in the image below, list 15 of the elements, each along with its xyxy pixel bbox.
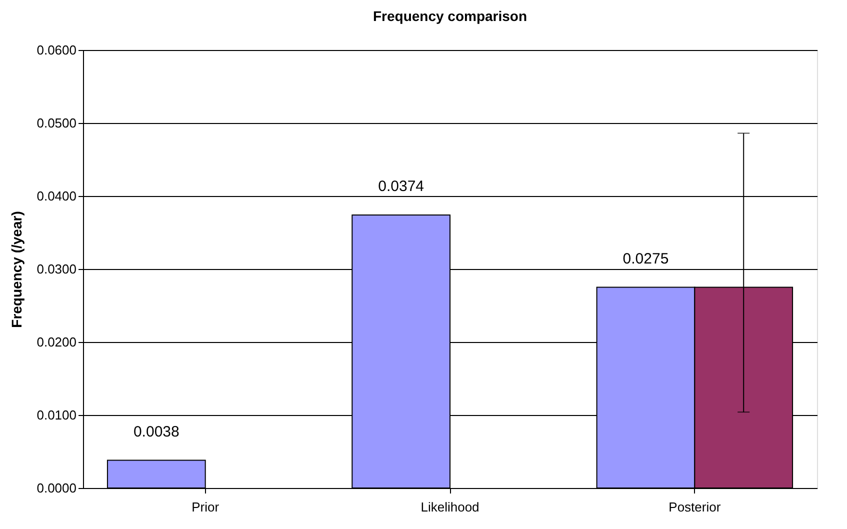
y-tick-label: 0.0500 — [36, 116, 76, 130]
y-tick-label: 0.0300 — [36, 262, 76, 276]
y-axis-title: Frequency (/year) — [8, 211, 25, 328]
y-tick-label: 0.0100 — [36, 408, 76, 422]
y-tick-label: 0.0400 — [36, 188, 76, 204]
data-label: 0.0275 — [622, 250, 669, 268]
chart-title: Frequency comparison — [372, 8, 528, 24]
y-tick-label: 0.0600 — [36, 42, 76, 58]
y-tick-label: 0.0200 — [36, 334, 76, 350]
data-label: 0.0038 — [133, 423, 180, 440]
y-tick-label: 0.0000 — [36, 480, 76, 496]
x-tick-label: Prior — [192, 500, 220, 514]
x-tick-label: Posterior — [668, 500, 722, 514]
x-tick-label: Likelihood — [420, 500, 480, 514]
data-label: 0.0374 — [378, 178, 424, 195]
